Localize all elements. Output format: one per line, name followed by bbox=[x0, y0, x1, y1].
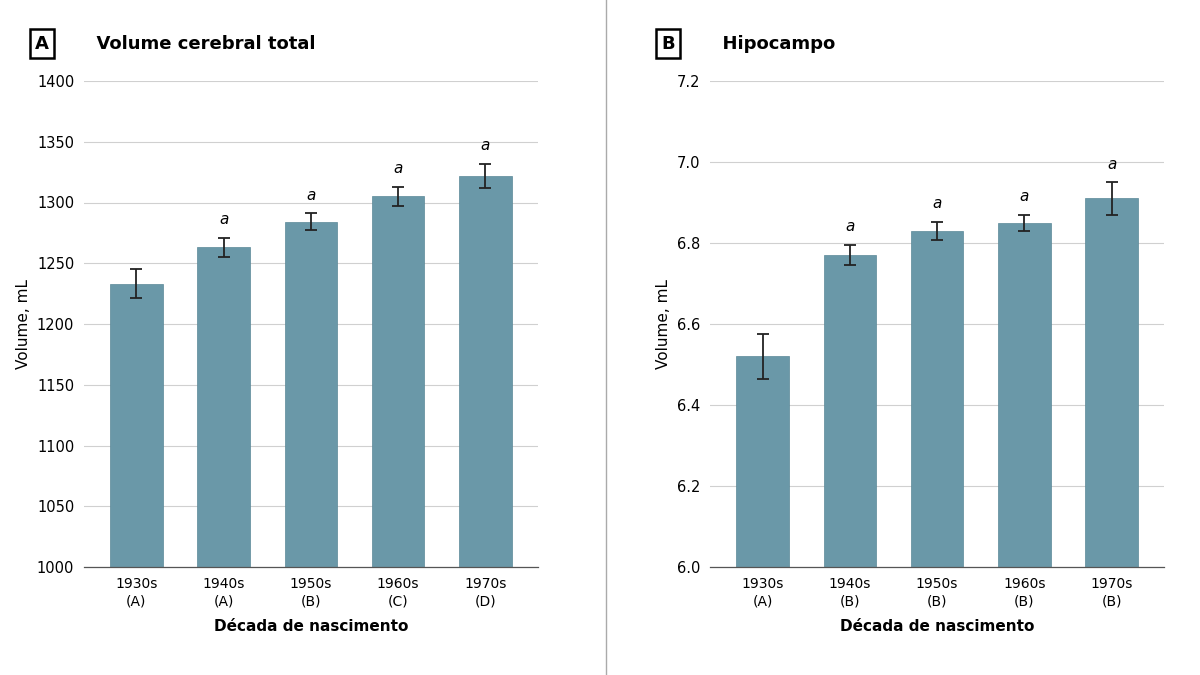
Text: a: a bbox=[481, 138, 490, 153]
Text: a: a bbox=[1106, 157, 1116, 171]
Text: a: a bbox=[932, 196, 942, 211]
Bar bbox=[198, 248, 250, 567]
Text: A: A bbox=[35, 35, 49, 53]
Text: a: a bbox=[845, 219, 854, 234]
Text: Volume cerebral total: Volume cerebral total bbox=[84, 35, 316, 53]
Bar bbox=[110, 284, 162, 567]
Text: B: B bbox=[661, 35, 676, 53]
Y-axis label: Volume, mL: Volume, mL bbox=[656, 279, 672, 369]
Text: a: a bbox=[394, 161, 403, 176]
Bar bbox=[998, 223, 1050, 567]
Bar bbox=[911, 231, 964, 567]
Y-axis label: Volume, mL: Volume, mL bbox=[17, 279, 31, 369]
Bar bbox=[372, 196, 425, 567]
Text: a: a bbox=[306, 188, 316, 202]
Text: a: a bbox=[218, 212, 228, 227]
Text: a: a bbox=[1020, 189, 1030, 204]
X-axis label: Década de nascimento: Década de nascimento bbox=[214, 619, 408, 634]
X-axis label: Década de nascimento: Década de nascimento bbox=[840, 619, 1034, 634]
Bar bbox=[460, 176, 511, 567]
Bar bbox=[823, 255, 876, 567]
Bar bbox=[1086, 198, 1138, 567]
Text: Hipocampo: Hipocampo bbox=[710, 35, 835, 53]
Bar bbox=[737, 356, 788, 567]
Bar bbox=[284, 222, 337, 567]
